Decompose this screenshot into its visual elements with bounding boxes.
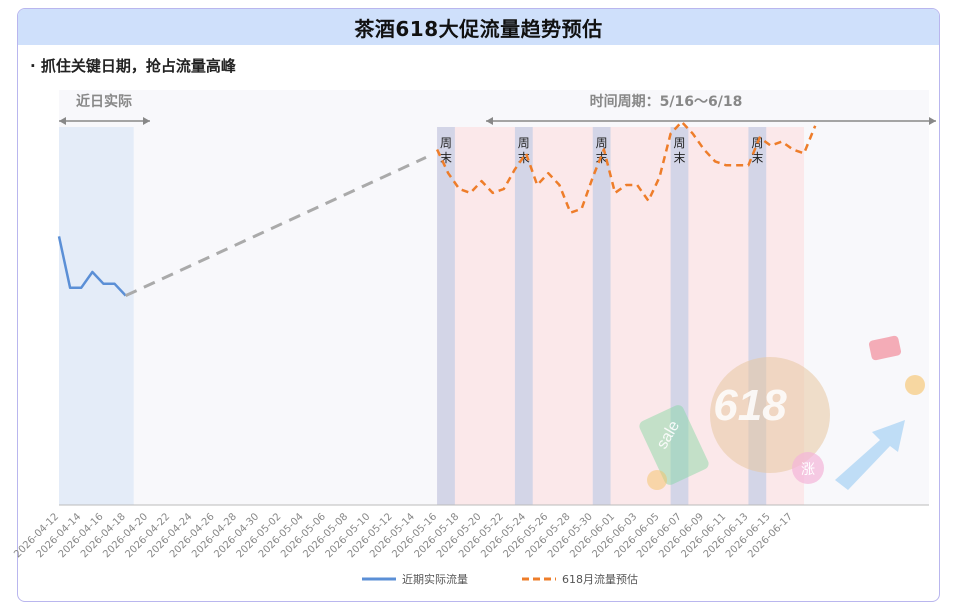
bullet-text: · 抓住关键日期，抢占流量高峰 bbox=[30, 57, 236, 75]
period-range-arrow-head-left bbox=[486, 117, 493, 125]
series-line-actual bbox=[57, 236, 127, 297]
weekend-band bbox=[670, 127, 689, 505]
series-lines bbox=[57, 120, 817, 297]
weekend-band bbox=[514, 127, 533, 505]
weekend-label: 周 bbox=[596, 136, 608, 150]
coin-decoration bbox=[905, 375, 925, 395]
weekend-band bbox=[592, 127, 611, 505]
x-axis: 2026-04-122026-04-142026-04-162026-04-18… bbox=[12, 504, 929, 560]
period-range-arrow-head-right bbox=[929, 117, 936, 125]
weekend-label: 周 bbox=[518, 136, 530, 150]
weekend-label: 末 bbox=[751, 151, 763, 165]
legend-label: 618月流量预估 bbox=[562, 572, 638, 586]
period-range-arrow bbox=[486, 117, 936, 125]
disco-ball-decoration bbox=[710, 357, 830, 473]
period-range-label: 时间周期：5/16～6/18 bbox=[590, 93, 743, 110]
recent-range-arrow-head-right bbox=[143, 117, 150, 125]
weekend-label: 末 bbox=[673, 151, 685, 165]
decoration-rise-text: 涨 bbox=[801, 462, 815, 478]
recent-range-arrow-head-left bbox=[59, 117, 66, 125]
promo-decoration: 618 sale 涨 bbox=[639, 335, 925, 490]
coin-decoration bbox=[647, 470, 667, 490]
rise-badge-decoration bbox=[792, 452, 824, 484]
series-line-connector bbox=[125, 156, 427, 297]
recent-range-label: 近日实际 bbox=[76, 93, 132, 110]
legend: 近期实际流量 618月流量预估 bbox=[362, 572, 638, 586]
red-envelope-decoration bbox=[868, 335, 902, 361]
rising-arrow-decoration bbox=[835, 420, 905, 490]
title-bar: 茶酒618大促流量趋势预估 bbox=[18, 9, 939, 45]
sale-tag-decoration bbox=[639, 405, 709, 485]
legend-label: 近期实际流量 bbox=[402, 572, 468, 586]
recent-range-arrow bbox=[59, 117, 150, 125]
weekend-label: 周 bbox=[673, 136, 685, 150]
decoration-618-text: 618 bbox=[713, 381, 787, 430]
page-title: 茶酒618大促流量趋势预估 bbox=[354, 16, 603, 41]
weekend-label: 末 bbox=[440, 151, 452, 165]
recent-range-band bbox=[59, 127, 134, 505]
weekend-band bbox=[437, 127, 455, 505]
weekend-label: 周 bbox=[440, 136, 452, 150]
series-line-forecast bbox=[435, 120, 817, 214]
